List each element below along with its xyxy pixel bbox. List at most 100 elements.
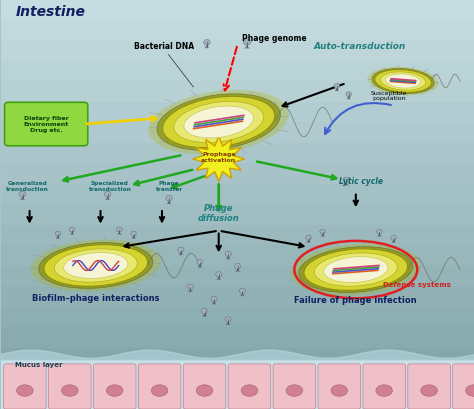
Text: Phage genome: Phage genome xyxy=(242,34,307,43)
Ellipse shape xyxy=(157,94,281,151)
Polygon shape xyxy=(55,232,61,236)
Bar xyxy=(1,143,474,164)
Text: Mucus layer: Mucus layer xyxy=(16,361,63,367)
Polygon shape xyxy=(201,309,208,314)
Bar xyxy=(1,245,474,266)
FancyBboxPatch shape xyxy=(183,364,226,409)
FancyBboxPatch shape xyxy=(138,364,181,409)
Text: Intestine: Intestine xyxy=(16,5,85,19)
Ellipse shape xyxy=(368,67,438,96)
Ellipse shape xyxy=(372,69,434,94)
Polygon shape xyxy=(234,264,241,269)
Ellipse shape xyxy=(151,385,168,396)
Bar xyxy=(1,123,474,143)
Text: Defense systems: Defense systems xyxy=(383,281,451,287)
Bar xyxy=(1,204,474,225)
Polygon shape xyxy=(193,137,245,182)
Text: Susceptible
population: Susceptible population xyxy=(371,90,407,101)
Bar xyxy=(1,389,474,409)
Ellipse shape xyxy=(55,249,137,283)
Ellipse shape xyxy=(62,385,78,396)
Ellipse shape xyxy=(64,253,128,279)
Bar xyxy=(1,102,474,123)
Ellipse shape xyxy=(107,385,123,396)
Polygon shape xyxy=(178,248,184,253)
Text: Phage
diffusion: Phage diffusion xyxy=(198,204,239,223)
Bar xyxy=(1,184,474,204)
Text: Biofilm–phage interactions: Biofilm–phage interactions xyxy=(32,294,160,303)
Text: Prophage
activation: Prophage activation xyxy=(201,152,236,163)
FancyBboxPatch shape xyxy=(4,364,46,409)
Ellipse shape xyxy=(44,245,147,287)
Ellipse shape xyxy=(324,257,388,283)
Polygon shape xyxy=(203,41,210,46)
FancyBboxPatch shape xyxy=(93,364,136,409)
Ellipse shape xyxy=(174,102,264,143)
Polygon shape xyxy=(225,252,231,257)
Ellipse shape xyxy=(299,247,413,293)
Polygon shape xyxy=(319,230,326,234)
Polygon shape xyxy=(239,289,246,294)
Polygon shape xyxy=(187,285,194,290)
Bar xyxy=(1,20,474,41)
Ellipse shape xyxy=(17,385,33,396)
Text: Specialized
transduction: Specialized transduction xyxy=(89,180,131,191)
FancyBboxPatch shape xyxy=(363,364,405,409)
Ellipse shape xyxy=(421,385,438,396)
Text: Auto-transduction: Auto-transduction xyxy=(313,42,406,51)
Ellipse shape xyxy=(381,73,426,91)
Ellipse shape xyxy=(196,385,213,396)
Polygon shape xyxy=(343,178,350,183)
Bar xyxy=(1,286,474,307)
Text: Phage
transfer: Phage transfer xyxy=(155,180,182,191)
Text: Generalized
transduction: Generalized transduction xyxy=(6,180,49,191)
Polygon shape xyxy=(305,236,311,240)
Ellipse shape xyxy=(331,385,347,396)
Polygon shape xyxy=(165,196,173,201)
Polygon shape xyxy=(19,192,26,197)
Bar xyxy=(1,360,474,409)
Polygon shape xyxy=(116,228,122,232)
Bar xyxy=(1,164,474,184)
Polygon shape xyxy=(391,236,397,240)
FancyBboxPatch shape xyxy=(408,364,450,409)
Bar xyxy=(1,225,474,245)
FancyBboxPatch shape xyxy=(48,364,91,409)
Text: Bacterial DNA: Bacterial DNA xyxy=(134,42,194,51)
Ellipse shape xyxy=(304,249,408,291)
Ellipse shape xyxy=(314,253,397,287)
Ellipse shape xyxy=(31,240,161,292)
Polygon shape xyxy=(197,260,203,265)
Ellipse shape xyxy=(375,70,431,93)
Bar xyxy=(1,348,474,368)
Text: Lytic cycle: Lytic cycle xyxy=(338,177,383,186)
Polygon shape xyxy=(346,93,352,97)
Ellipse shape xyxy=(466,385,474,396)
Polygon shape xyxy=(69,228,75,232)
Polygon shape xyxy=(376,230,383,234)
Ellipse shape xyxy=(184,107,254,139)
Bar xyxy=(1,82,474,102)
Bar xyxy=(1,61,474,82)
Ellipse shape xyxy=(148,91,289,155)
Ellipse shape xyxy=(291,244,420,296)
Polygon shape xyxy=(225,317,231,322)
Ellipse shape xyxy=(286,385,302,396)
Ellipse shape xyxy=(39,243,153,289)
FancyBboxPatch shape xyxy=(228,364,271,409)
Ellipse shape xyxy=(385,75,420,89)
Polygon shape xyxy=(243,39,251,46)
FancyBboxPatch shape xyxy=(453,364,474,409)
Text: Failure of phage infection: Failure of phage infection xyxy=(294,296,417,305)
Bar xyxy=(1,327,474,348)
Polygon shape xyxy=(130,232,137,236)
Text: Dietary fiber
Environment
Drug etc.: Dietary fiber Environment Drug etc. xyxy=(24,116,69,132)
Bar xyxy=(1,266,474,286)
Bar xyxy=(1,0,474,20)
Polygon shape xyxy=(104,192,111,197)
Ellipse shape xyxy=(163,97,275,148)
FancyBboxPatch shape xyxy=(5,103,88,146)
FancyBboxPatch shape xyxy=(318,364,361,409)
Bar xyxy=(1,41,474,61)
Polygon shape xyxy=(334,85,340,89)
